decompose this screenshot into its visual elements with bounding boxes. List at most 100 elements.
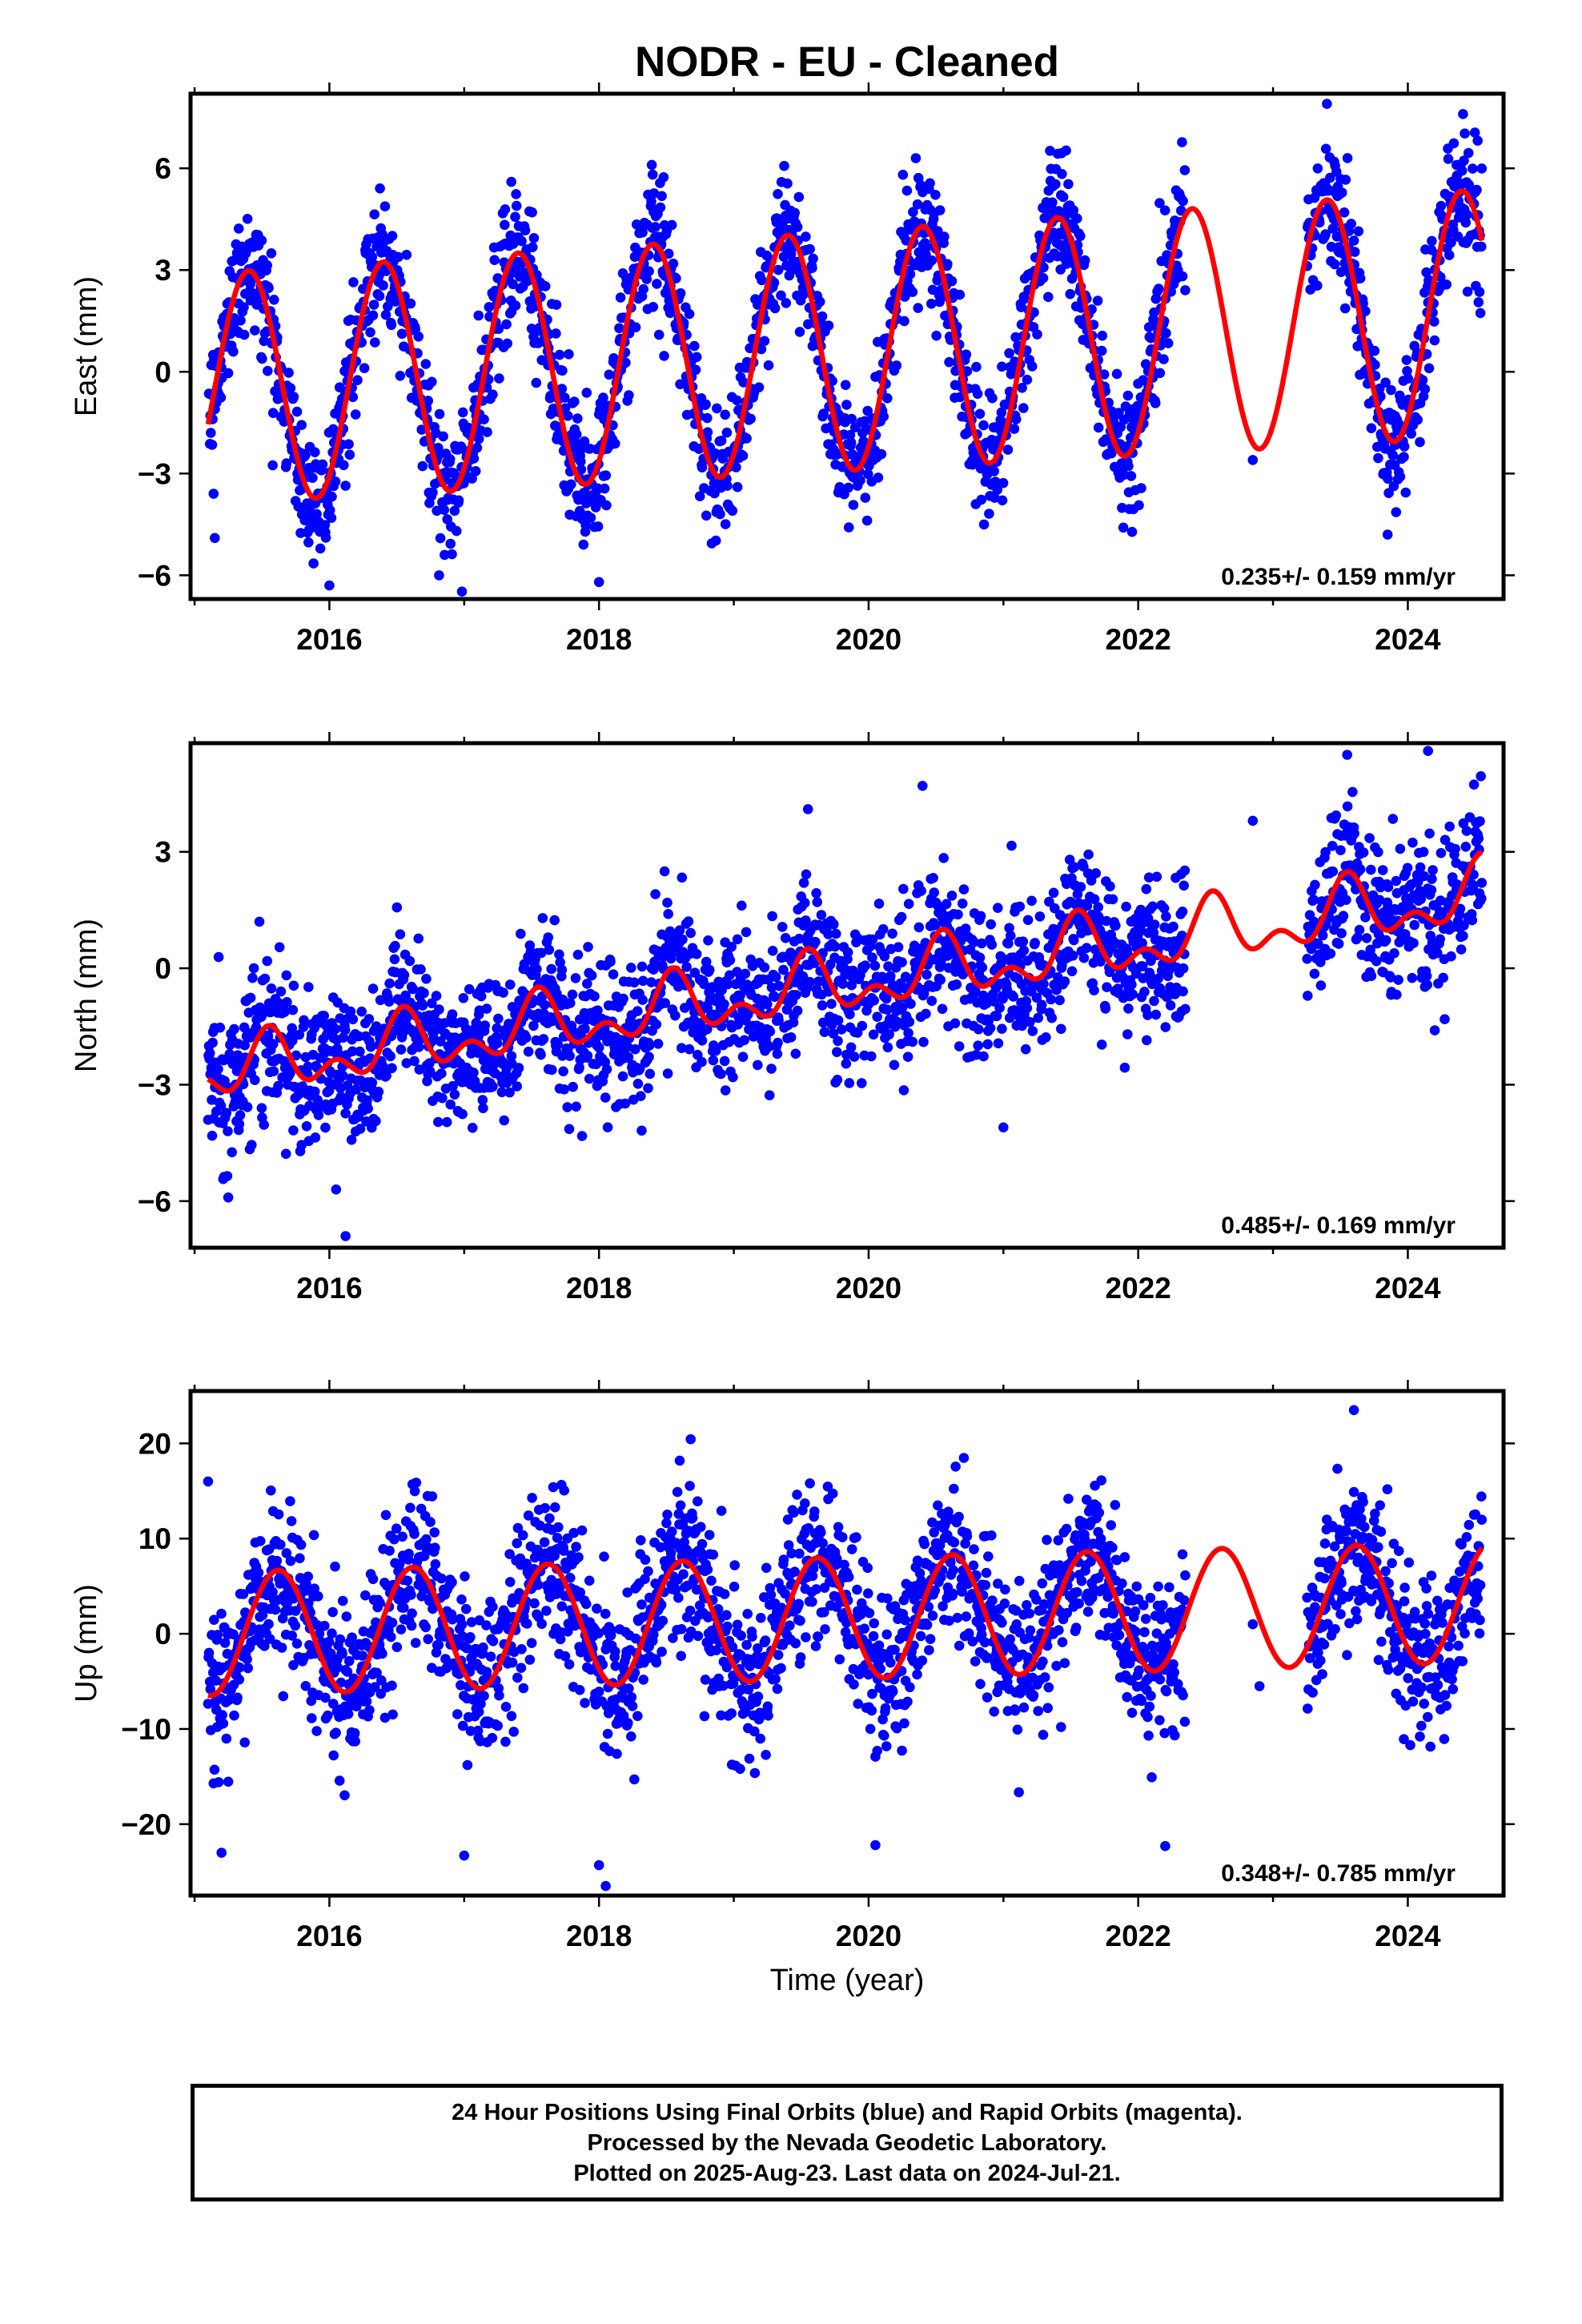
data-point	[713, 976, 724, 987]
data-point	[532, 963, 542, 975]
data-point	[955, 392, 966, 403]
data-point	[470, 466, 481, 476]
data-point	[303, 982, 314, 992]
data-point	[1415, 436, 1425, 448]
data-point	[653, 329, 665, 340]
data-point	[1149, 995, 1159, 1007]
data-point	[234, 1675, 245, 1685]
data-point	[928, 873, 938, 883]
data-point	[803, 319, 813, 330]
data-point	[1315, 957, 1326, 967]
data-point	[1476, 771, 1486, 782]
data-point	[367, 310, 379, 321]
data-point	[384, 978, 395, 989]
data-point	[508, 279, 518, 290]
data-point	[387, 231, 398, 241]
data-point	[417, 1000, 428, 1011]
data-point	[409, 1055, 420, 1067]
data-point	[716, 1068, 726, 1080]
data-point	[335, 1677, 347, 1688]
data-point	[1126, 471, 1137, 481]
data-point	[581, 388, 592, 398]
data-point	[393, 251, 404, 263]
data-point	[324, 580, 335, 591]
data-point	[1338, 911, 1349, 921]
data-point	[652, 279, 662, 289]
data-point	[600, 1092, 611, 1103]
data-point	[589, 991, 600, 1002]
data-point	[1412, 414, 1423, 425]
data-point	[873, 899, 885, 909]
data-point	[1335, 845, 1346, 855]
data-point	[1448, 138, 1460, 149]
data-point	[601, 1064, 612, 1075]
data-point	[1308, 895, 1319, 905]
data-point	[488, 1081, 498, 1092]
data-point	[1441, 279, 1452, 290]
data-point	[1161, 911, 1171, 922]
data-point	[817, 311, 828, 322]
data-point	[278, 1691, 289, 1702]
data-point	[1018, 945, 1030, 956]
data-point	[368, 300, 379, 310]
data-point	[909, 940, 920, 951]
data-point	[516, 928, 526, 939]
data-point	[409, 1529, 420, 1539]
data-point	[833, 1035, 843, 1047]
data-point	[337, 1070, 348, 1081]
data-point	[816, 910, 827, 920]
data-point	[472, 442, 483, 453]
data-point	[493, 324, 504, 335]
data-point	[1360, 912, 1371, 923]
data-point	[759, 962, 770, 973]
data-point	[1067, 951, 1078, 961]
data-point	[1154, 368, 1166, 379]
data-point	[306, 1695, 317, 1707]
data-point	[204, 1047, 215, 1059]
data-point	[930, 190, 941, 200]
data-point	[648, 964, 659, 975]
data-point	[997, 495, 1008, 506]
data-point	[1006, 931, 1016, 941]
data-point	[572, 413, 583, 424]
data-point	[656, 191, 667, 202]
data-point	[296, 420, 307, 430]
data-point	[285, 1555, 296, 1566]
data-point	[380, 1510, 391, 1521]
data-point	[1064, 854, 1075, 865]
data-point	[440, 1018, 450, 1028]
data-point	[887, 928, 897, 939]
data-point	[1122, 1029, 1133, 1039]
data-point	[367, 1077, 378, 1088]
data-point	[300, 450, 311, 460]
data-point	[527, 242, 538, 253]
data-point	[248, 963, 259, 974]
data-point	[1139, 987, 1150, 997]
data-point	[332, 1662, 343, 1673]
data-point	[644, 1040, 655, 1051]
data-point	[953, 909, 963, 920]
y-tick-label: −6	[138, 1185, 171, 1218]
data-point	[275, 986, 287, 997]
data-point	[385, 1051, 396, 1062]
data-point	[798, 878, 809, 888]
data-point	[324, 505, 335, 516]
data-point	[997, 361, 1007, 372]
data-point	[991, 1011, 1002, 1022]
data-point	[428, 1603, 438, 1614]
data-point	[263, 365, 273, 376]
data-point	[860, 960, 871, 971]
data-point	[303, 1061, 314, 1072]
data-point	[396, 328, 408, 340]
data-point	[1459, 920, 1469, 931]
data-point	[1312, 280, 1323, 292]
data-point	[337, 1648, 347, 1659]
data-point	[239, 302, 249, 312]
data-point	[310, 1132, 321, 1143]
data-point	[434, 570, 444, 581]
data-point	[1456, 165, 1468, 176]
data-point	[1032, 329, 1042, 340]
data-point	[506, 1051, 517, 1061]
